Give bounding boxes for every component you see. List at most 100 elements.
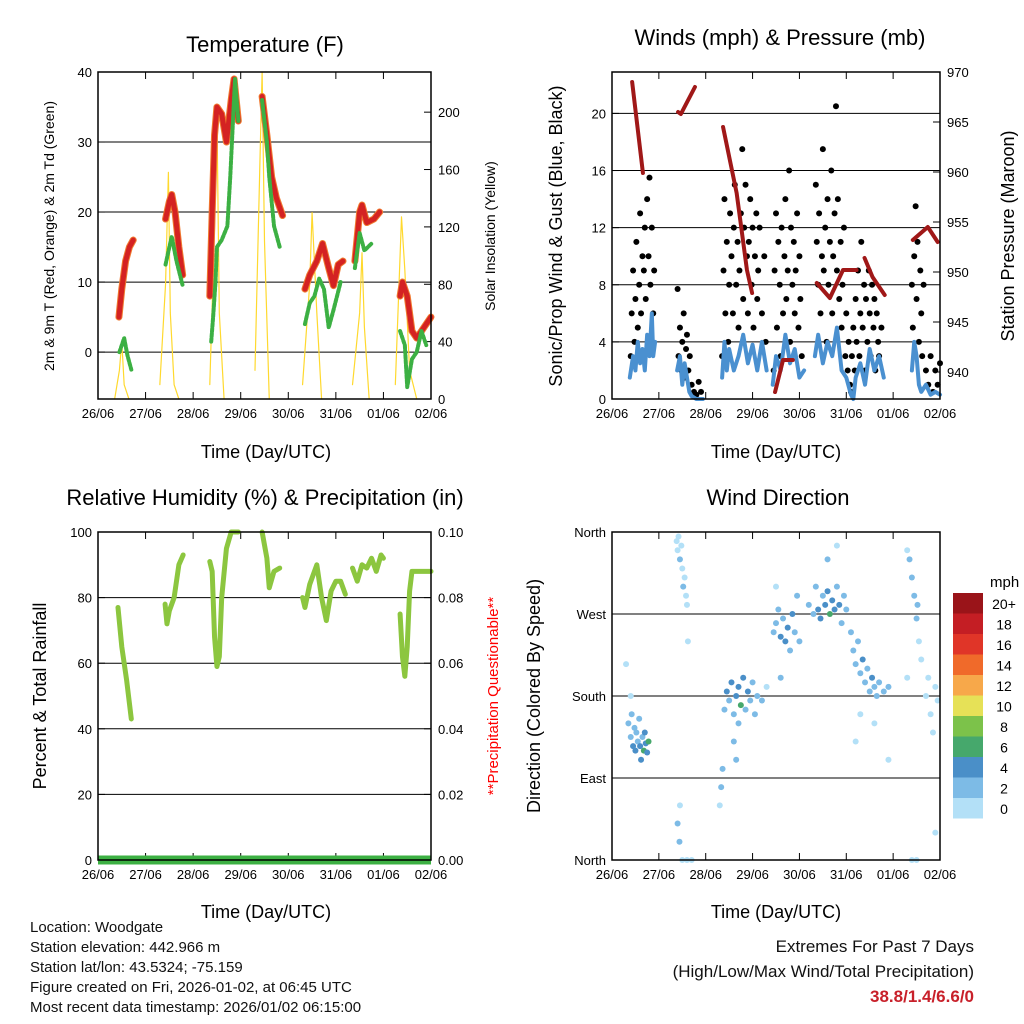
x-tick-label: 02/06 — [924, 406, 957, 421]
direction-point — [674, 820, 681, 827]
direction-point — [775, 606, 782, 613]
gust-point — [778, 224, 785, 231]
y-tick-label: 60 — [78, 656, 92, 671]
gust-point — [826, 238, 833, 245]
direction-point — [826, 611, 833, 617]
x-tick-label: 26/06 — [596, 406, 629, 421]
direction-point — [857, 711, 864, 718]
direction-point — [871, 683, 878, 690]
x-tick-label: 28/06 — [177, 867, 210, 882]
solar-insolation-line — [301, 211, 323, 400]
gust-point — [824, 196, 831, 203]
direction-point — [627, 734, 634, 740]
gust-point — [648, 224, 655, 231]
gust-point — [773, 324, 780, 331]
direction-point — [833, 542, 840, 549]
gust-point — [637, 210, 644, 217]
gust-point — [723, 238, 730, 245]
gust-point — [834, 196, 841, 203]
direction-point — [735, 683, 742, 690]
gust-point — [932, 367, 939, 374]
gust-point — [840, 224, 847, 231]
legend-label: 6 — [1000, 740, 1008, 756]
gust-point — [909, 324, 916, 331]
legend-label: 2 — [1000, 781, 1008, 797]
y-right-tick-label: 955 — [947, 215, 969, 230]
x-tick-label: 27/06 — [643, 867, 676, 882]
temperature-plot-frame — [97, 71, 432, 400]
direction-point — [789, 611, 796, 617]
direction-point — [645, 738, 652, 745]
gust-point — [698, 388, 705, 395]
gust-point — [787, 224, 794, 231]
gust-point — [754, 296, 761, 303]
gust-point — [771, 267, 778, 274]
gust-point — [761, 253, 768, 260]
y-right-tick-label: 945 — [947, 315, 969, 330]
gust-point — [740, 296, 747, 303]
direction-point — [876, 679, 883, 686]
y-right-tick-label: 0 — [438, 392, 445, 407]
pressure-line — [910, 225, 940, 244]
direction-point — [625, 720, 632, 727]
x-tick-label: 02/06 — [415, 867, 448, 882]
direction-point — [934, 697, 941, 704]
x-tick-label: 28/06 — [689, 867, 722, 882]
legend-title: mph — [990, 574, 1019, 591]
location: Location: Woodgate — [30, 919, 164, 936]
direction-point — [857, 670, 864, 677]
gust-point — [747, 196, 754, 203]
gust-point — [843, 310, 850, 317]
gust-point — [642, 296, 649, 303]
x-tick-label: 29/06 — [736, 406, 769, 421]
gust-point — [838, 324, 845, 331]
wind-speed-line — [770, 332, 807, 387]
gust-point — [638, 310, 645, 317]
legend-swatch — [953, 777, 983, 798]
direction-point — [630, 743, 637, 750]
direction-point — [873, 693, 880, 699]
direction-point — [683, 592, 690, 599]
gust-point — [789, 281, 796, 288]
temperature-ylabel-right: Solar Insolation (Yellow) — [482, 161, 498, 311]
winds-xlabel: Time (Day/UTC) — [711, 442, 841, 462]
y-right-tick-label: 950 — [947, 265, 969, 280]
gust-point — [641, 224, 648, 231]
gust-point — [750, 324, 757, 331]
gust-point — [859, 324, 866, 331]
gust-point — [686, 353, 693, 360]
direction-point — [628, 711, 635, 718]
gust-point — [862, 296, 869, 303]
gust-point — [795, 324, 802, 331]
gust-point — [720, 267, 727, 274]
extremes-values: 38.8/1.4/6.6/0 — [870, 987, 974, 1006]
x-tick-label: 29/06 — [736, 867, 769, 882]
direction-point — [794, 592, 801, 599]
y-tick-label: South — [572, 689, 606, 704]
gust-point — [848, 353, 855, 360]
x-tick-label: 02/06 — [415, 406, 448, 421]
pressure-line — [721, 125, 755, 295]
direction-point — [675, 533, 682, 540]
x-tick-label: 27/06 — [129, 406, 162, 421]
gust-point — [919, 353, 926, 360]
direction-point — [864, 665, 871, 672]
direction-point — [927, 711, 934, 718]
gust-point — [871, 296, 878, 303]
extremes-subtitle: (High/Low/Max Wind/Total Precipitation) — [672, 962, 974, 981]
gust-point — [651, 267, 658, 274]
wind-speed-line — [720, 332, 769, 380]
direction-point — [777, 633, 784, 640]
direction-point — [780, 615, 787, 622]
pressure-line — [676, 85, 697, 116]
gust-point — [683, 346, 690, 353]
direction-point — [751, 711, 758, 718]
gust-point — [680, 310, 687, 317]
gust-point — [869, 281, 876, 288]
humidity-line — [162, 552, 186, 627]
direction-point — [627, 693, 634, 699]
gust-point — [744, 310, 751, 317]
direction-point — [880, 688, 887, 695]
y-right-tick-label: 80 — [438, 277, 452, 292]
